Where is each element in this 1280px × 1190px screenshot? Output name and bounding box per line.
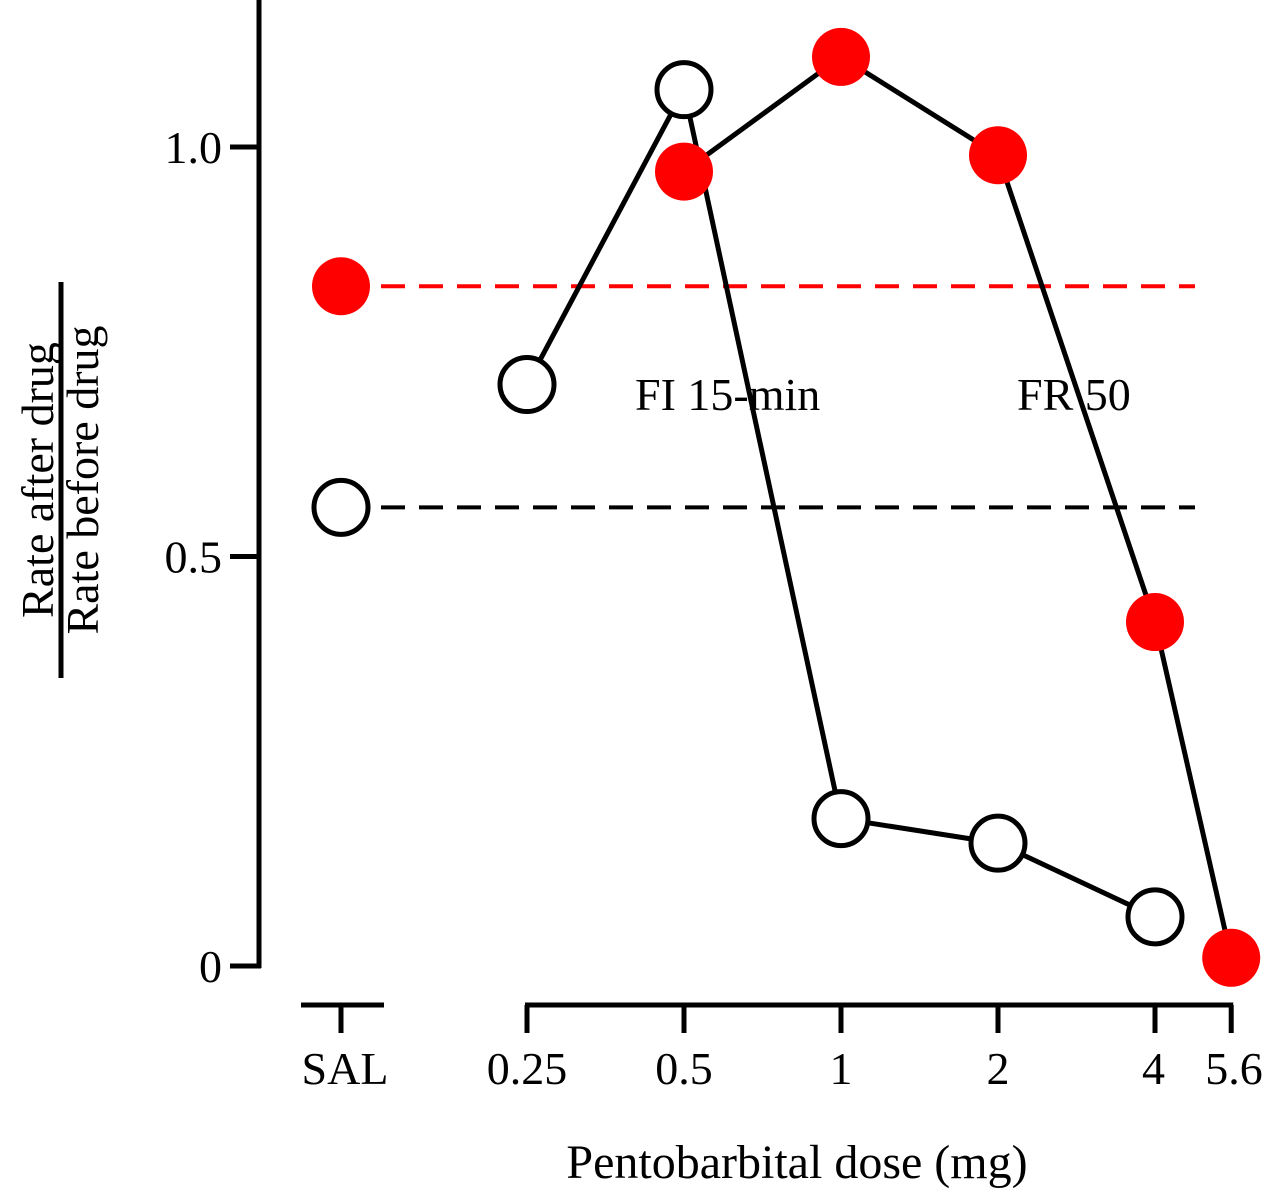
data-point <box>1126 593 1184 652</box>
control-lines <box>381 284 1195 510</box>
data-point <box>655 142 713 201</box>
x-tick-label: 1 <box>830 1043 853 1094</box>
series-label-fr50: FR 50 <box>1017 369 1131 420</box>
y-tick-label: 0.5 <box>165 532 223 583</box>
data-point <box>811 789 871 849</box>
y-axis-title-denominator: Rate before drug <box>57 325 108 634</box>
data-point <box>968 813 1028 873</box>
x-tick-label: 2 <box>987 1043 1010 1094</box>
data-point <box>497 355 557 415</box>
y-tick-label: 0 <box>199 941 222 992</box>
x-tick-label: 0.25 <box>487 1043 568 1094</box>
data-point <box>969 126 1027 185</box>
x-tick-label: 4 <box>1142 1043 1165 1094</box>
labels: FI 15-min FR 50 Pentobarbital dose (mg) … <box>12 282 1131 1189</box>
y-axis-title: Rate after drug Rate before drug <box>12 282 108 678</box>
data-point <box>812 27 870 86</box>
y-axis-title-numerator: Rate after drug <box>12 342 63 618</box>
x-tick-label: 5.6 <box>1205 1043 1263 1094</box>
y-tick-label: 1.0 <box>165 122 223 173</box>
x-tick-label: 0.5 <box>655 1043 713 1094</box>
axes: 0 0.5 1.0 SAL 0.25 0.5 1 2 4 5.6 <box>165 0 1263 1094</box>
markers <box>311 27 1261 987</box>
x-tick-label-sal: SAL <box>302 1043 389 1094</box>
x-axis-title: Pentobarbital dose (mg) <box>566 1136 1027 1189</box>
series-label-fi15: FI 15-min <box>635 369 820 420</box>
control-data-point <box>311 477 371 537</box>
data-point <box>1202 928 1261 987</box>
data-point <box>1125 887 1185 947</box>
control-data-point <box>312 257 370 316</box>
data-point <box>654 60 714 120</box>
